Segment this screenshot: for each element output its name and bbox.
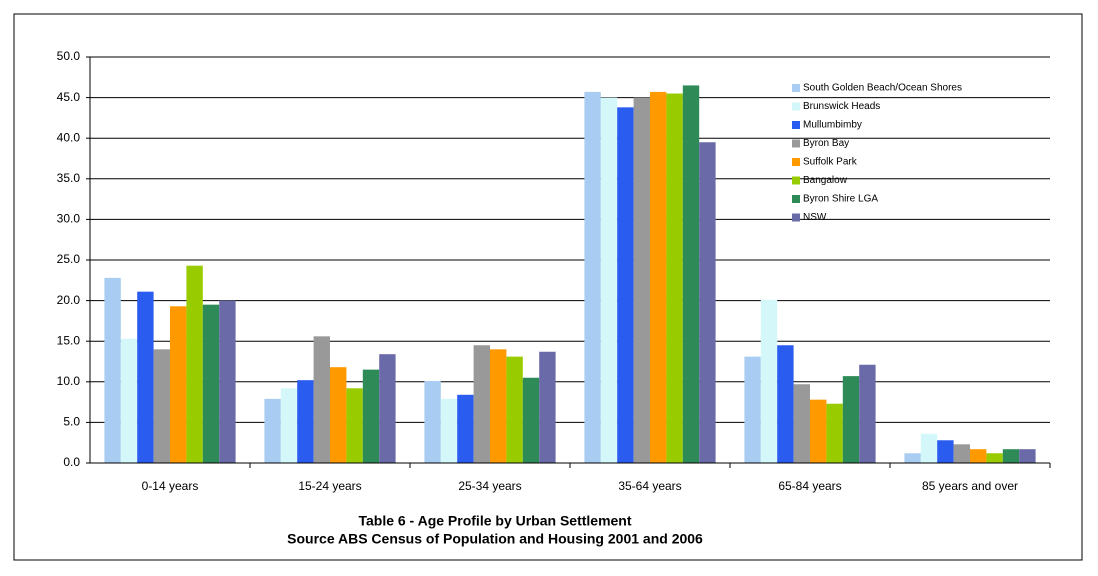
- bar: [346, 388, 363, 463]
- bar: [986, 453, 1003, 463]
- bar: [120, 338, 138, 463]
- x-tick-label: 35-64 years: [618, 479, 681, 493]
- legend-swatch: [792, 195, 800, 203]
- legend-swatch: [792, 213, 800, 222]
- bar: [760, 299, 778, 463]
- y-tick-label: 45.0: [57, 90, 81, 104]
- y-tick-label: 50.0: [57, 49, 81, 63]
- x-tick-label: 85 years and over: [922, 479, 1018, 493]
- bar: [379, 354, 396, 463]
- legend-label: Bangalow: [803, 175, 848, 186]
- y-tick-label: 30.0: [57, 212, 81, 226]
- bar: [826, 403, 843, 463]
- bar: [362, 369, 380, 463]
- bar: [1002, 449, 1020, 463]
- bar: [522, 377, 540, 463]
- bar: [859, 364, 876, 463]
- bar: [970, 449, 987, 463]
- bar: [699, 142, 716, 463]
- bar: [777, 345, 794, 463]
- bar: [904, 453, 921, 463]
- bar: [682, 85, 700, 464]
- y-tick-label: 25.0: [57, 252, 81, 266]
- frame: [13, 13, 1083, 561]
- bar: [953, 444, 970, 463]
- bar: [264, 398, 281, 463]
- bar: [633, 97, 650, 463]
- bar: [793, 384, 810, 463]
- legend-label: South Golden Beach/Ocean Shores: [803, 83, 962, 94]
- chart-subtitle: Source ABS Census of Population and Hous…: [287, 531, 703, 547]
- y-tick-label: 5.0: [63, 415, 80, 429]
- bar: [202, 304, 220, 463]
- bar: [219, 300, 236, 463]
- y-tick-label: 10.0: [57, 374, 81, 388]
- bar: [104, 277, 121, 463]
- legend-swatch: [792, 158, 800, 166]
- legend-label: Byron Shire LGA: [803, 194, 878, 205]
- bar: [937, 440, 954, 463]
- legend-swatch: [792, 176, 800, 185]
- legend-swatch: [792, 121, 800, 129]
- bar: [744, 356, 761, 463]
- y-tick-label: 35.0: [57, 171, 81, 185]
- bar: [920, 433, 938, 463]
- bar: [313, 336, 330, 463]
- bar: [297, 380, 314, 463]
- legend-label: Suffolk Park: [803, 157, 858, 168]
- bar: [1019, 449, 1036, 463]
- x-tick-label: 25-34 years: [458, 479, 521, 493]
- bar: [330, 367, 347, 463]
- x-tick-label: 65-84 years: [778, 479, 841, 493]
- bar: [600, 97, 618, 463]
- legend-swatch: [792, 102, 800, 111]
- legend-label: Byron Bay: [803, 138, 849, 149]
- bar: [490, 349, 507, 463]
- bar: [617, 107, 634, 464]
- bar: [842, 376, 860, 463]
- x-tick-label: 15-24 years: [298, 479, 361, 493]
- bar: [473, 345, 490, 463]
- legend-label: Brunswick Heads: [803, 101, 880, 112]
- bar: [280, 388, 298, 463]
- y-tick-label: 40.0: [57, 130, 81, 144]
- chart-title: Table 6 - Age Profile by Urban Settlemen…: [358, 513, 631, 529]
- legend-label: Mullumbimby: [803, 120, 862, 131]
- x-tick-label: 0-14 years: [142, 479, 199, 493]
- bar: [186, 265, 203, 463]
- legend-swatch: [792, 139, 800, 148]
- bar: [440, 398, 458, 463]
- bar: [424, 380, 441, 463]
- bar: [539, 351, 556, 463]
- bar: [584, 91, 601, 463]
- bar: [650, 91, 667, 463]
- bar: [170, 306, 187, 463]
- bar: [810, 399, 827, 463]
- legend-swatch: [792, 84, 800, 92]
- bar: [457, 394, 474, 463]
- y-tick-label: 20.0: [57, 293, 81, 307]
- legend-label: NSW: [803, 212, 827, 223]
- bar: [137, 291, 154, 463]
- bar: [666, 93, 683, 463]
- y-tick-label: 0.0: [63, 455, 80, 469]
- bar: [153, 349, 170, 463]
- bar: [506, 356, 523, 463]
- y-tick-label: 15.0: [57, 333, 81, 347]
